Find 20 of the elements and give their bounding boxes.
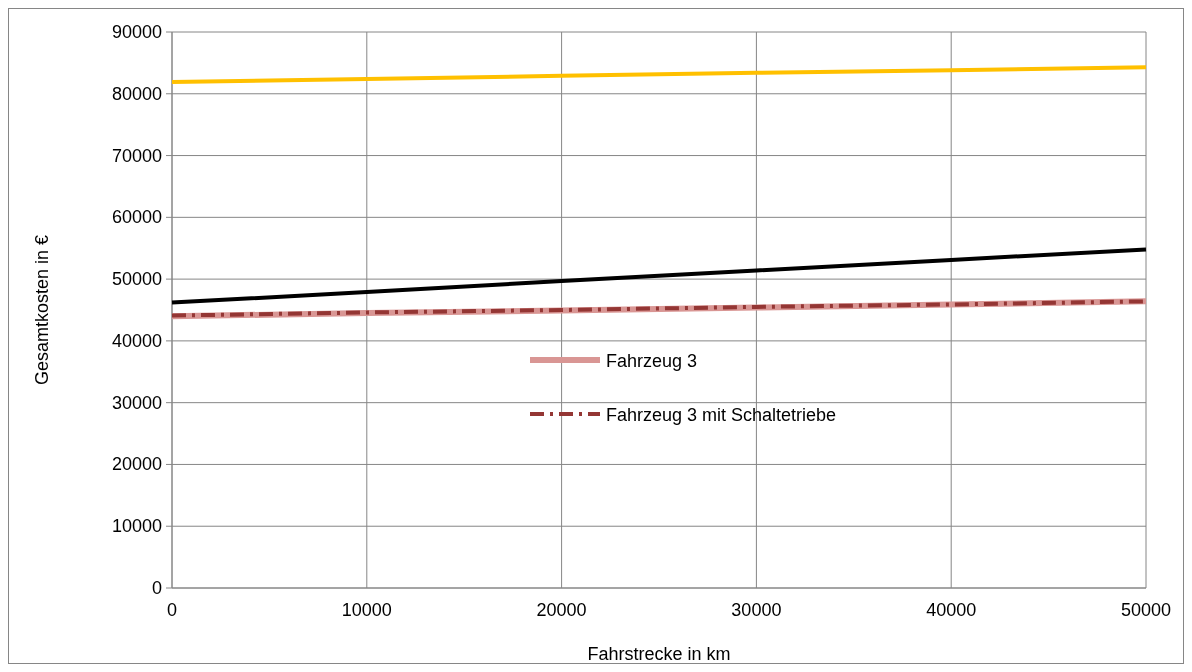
y-tick-label: 30000 (111, 392, 162, 413)
x-axis-title: Fahrstrecke in km (587, 644, 731, 664)
x-tick-label: 10000 (341, 600, 392, 620)
x-tick-label: 0 (166, 600, 178, 620)
y-tick-label: 50000 (111, 269, 162, 290)
x-tick-label: 50000 (1120, 600, 1172, 620)
x-tick-label: 30000 (731, 600, 782, 620)
y-tick-label: 40000 (111, 330, 162, 351)
x-tick-label: 20000 (536, 600, 587, 620)
y-tick-label: 60000 (111, 207, 162, 228)
y-axis-title: Gesamtkosten in € (32, 234, 52, 386)
legend-label: Fahrzeug 3 mit Schaltetriebe (606, 405, 837, 425)
y-tick-label: 10000 (111, 516, 162, 537)
y-tick-label: 80000 (111, 83, 162, 104)
y-tick-label: 0 (151, 578, 162, 598)
y-tick-label: 90000 (111, 22, 162, 42)
y-tick-label: 20000 (111, 454, 162, 475)
y-tick-label: 70000 (111, 145, 162, 166)
legend-label: Fahrzeug 3 (606, 351, 698, 371)
x-tick-label: 40000 (926, 600, 977, 620)
